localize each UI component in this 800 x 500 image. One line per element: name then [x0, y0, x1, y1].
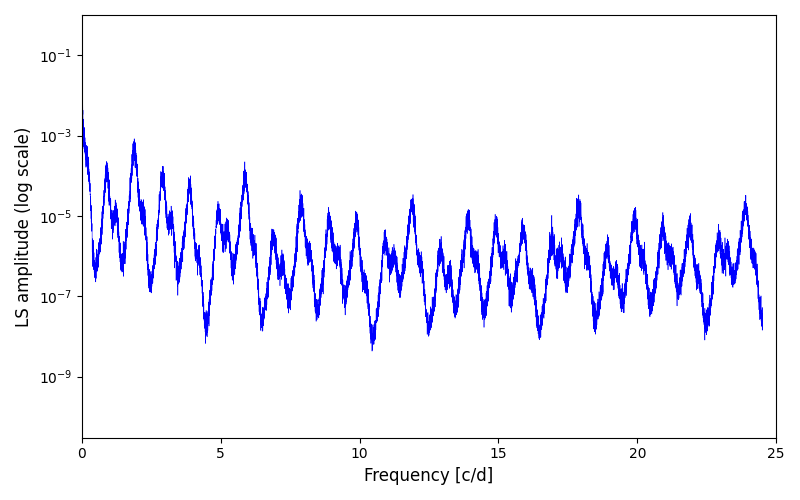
- Y-axis label: LS amplitude (log scale): LS amplitude (log scale): [15, 126, 33, 326]
- X-axis label: Frequency [c/d]: Frequency [c/d]: [364, 467, 494, 485]
